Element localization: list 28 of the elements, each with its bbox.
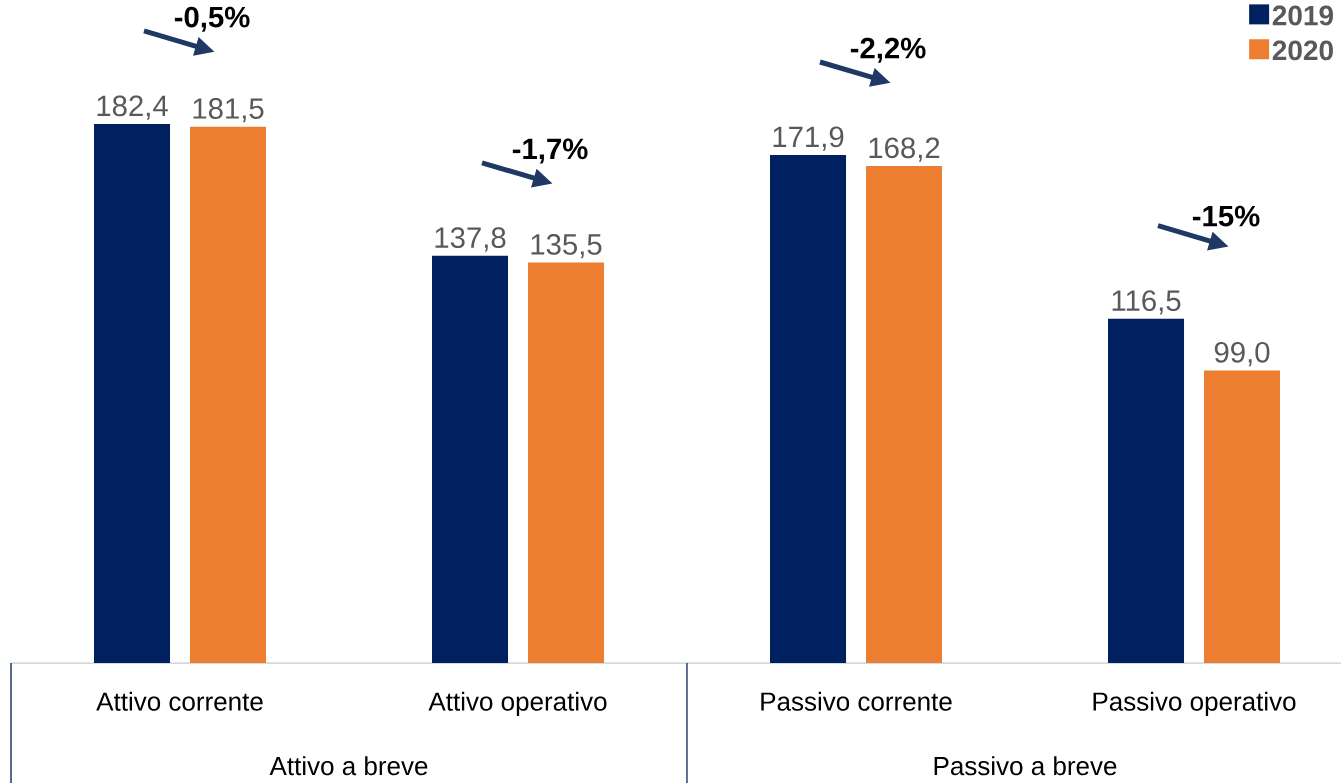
x-tick-label: Passivo operativo xyxy=(1093,691,1296,716)
annotation: -15% xyxy=(1192,205,1260,227)
data-label: 171,9 xyxy=(773,126,844,151)
legend-label: 2020 xyxy=(1272,40,1333,61)
data-label: 182,4 xyxy=(97,95,168,120)
bar xyxy=(94,123,171,663)
data-label: 181,5 xyxy=(193,98,264,123)
data-label: 135,5 xyxy=(531,234,602,259)
text: Passivo a breve xyxy=(934,756,1117,776)
bar xyxy=(866,165,943,663)
bar xyxy=(770,155,847,663)
text: Attivo a breve xyxy=(269,756,428,776)
x-tick-label: Passivo corrente xyxy=(761,691,952,711)
text: -0,5% xyxy=(174,6,250,32)
bar xyxy=(1204,370,1281,663)
bar xyxy=(528,262,605,663)
annotation: -1,7% xyxy=(512,138,588,164)
data-label: 168,2 xyxy=(869,137,940,162)
data-label: 116,5 xyxy=(1112,290,1181,315)
bar xyxy=(190,126,267,663)
bar xyxy=(1108,318,1185,663)
data-label: 99,0 xyxy=(1214,341,1270,367)
x-tick-label: Attivo operativo xyxy=(428,691,607,716)
x-tick-label: Attivo corrente xyxy=(96,691,263,711)
data-label: 137,8 xyxy=(435,227,506,252)
text: -2,2% xyxy=(850,37,926,63)
bar xyxy=(432,255,509,663)
legend-label: 2019 xyxy=(1272,5,1334,26)
